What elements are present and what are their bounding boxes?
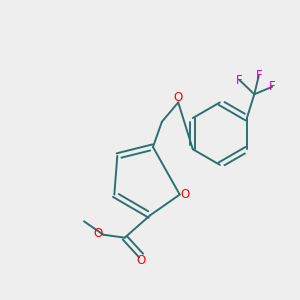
- Text: O: O: [136, 254, 146, 267]
- Text: O: O: [174, 91, 183, 103]
- Text: O: O: [180, 188, 190, 201]
- Text: F: F: [269, 80, 275, 93]
- Text: F: F: [236, 74, 243, 86]
- Text: F: F: [256, 69, 262, 82]
- Text: O: O: [93, 227, 103, 240]
